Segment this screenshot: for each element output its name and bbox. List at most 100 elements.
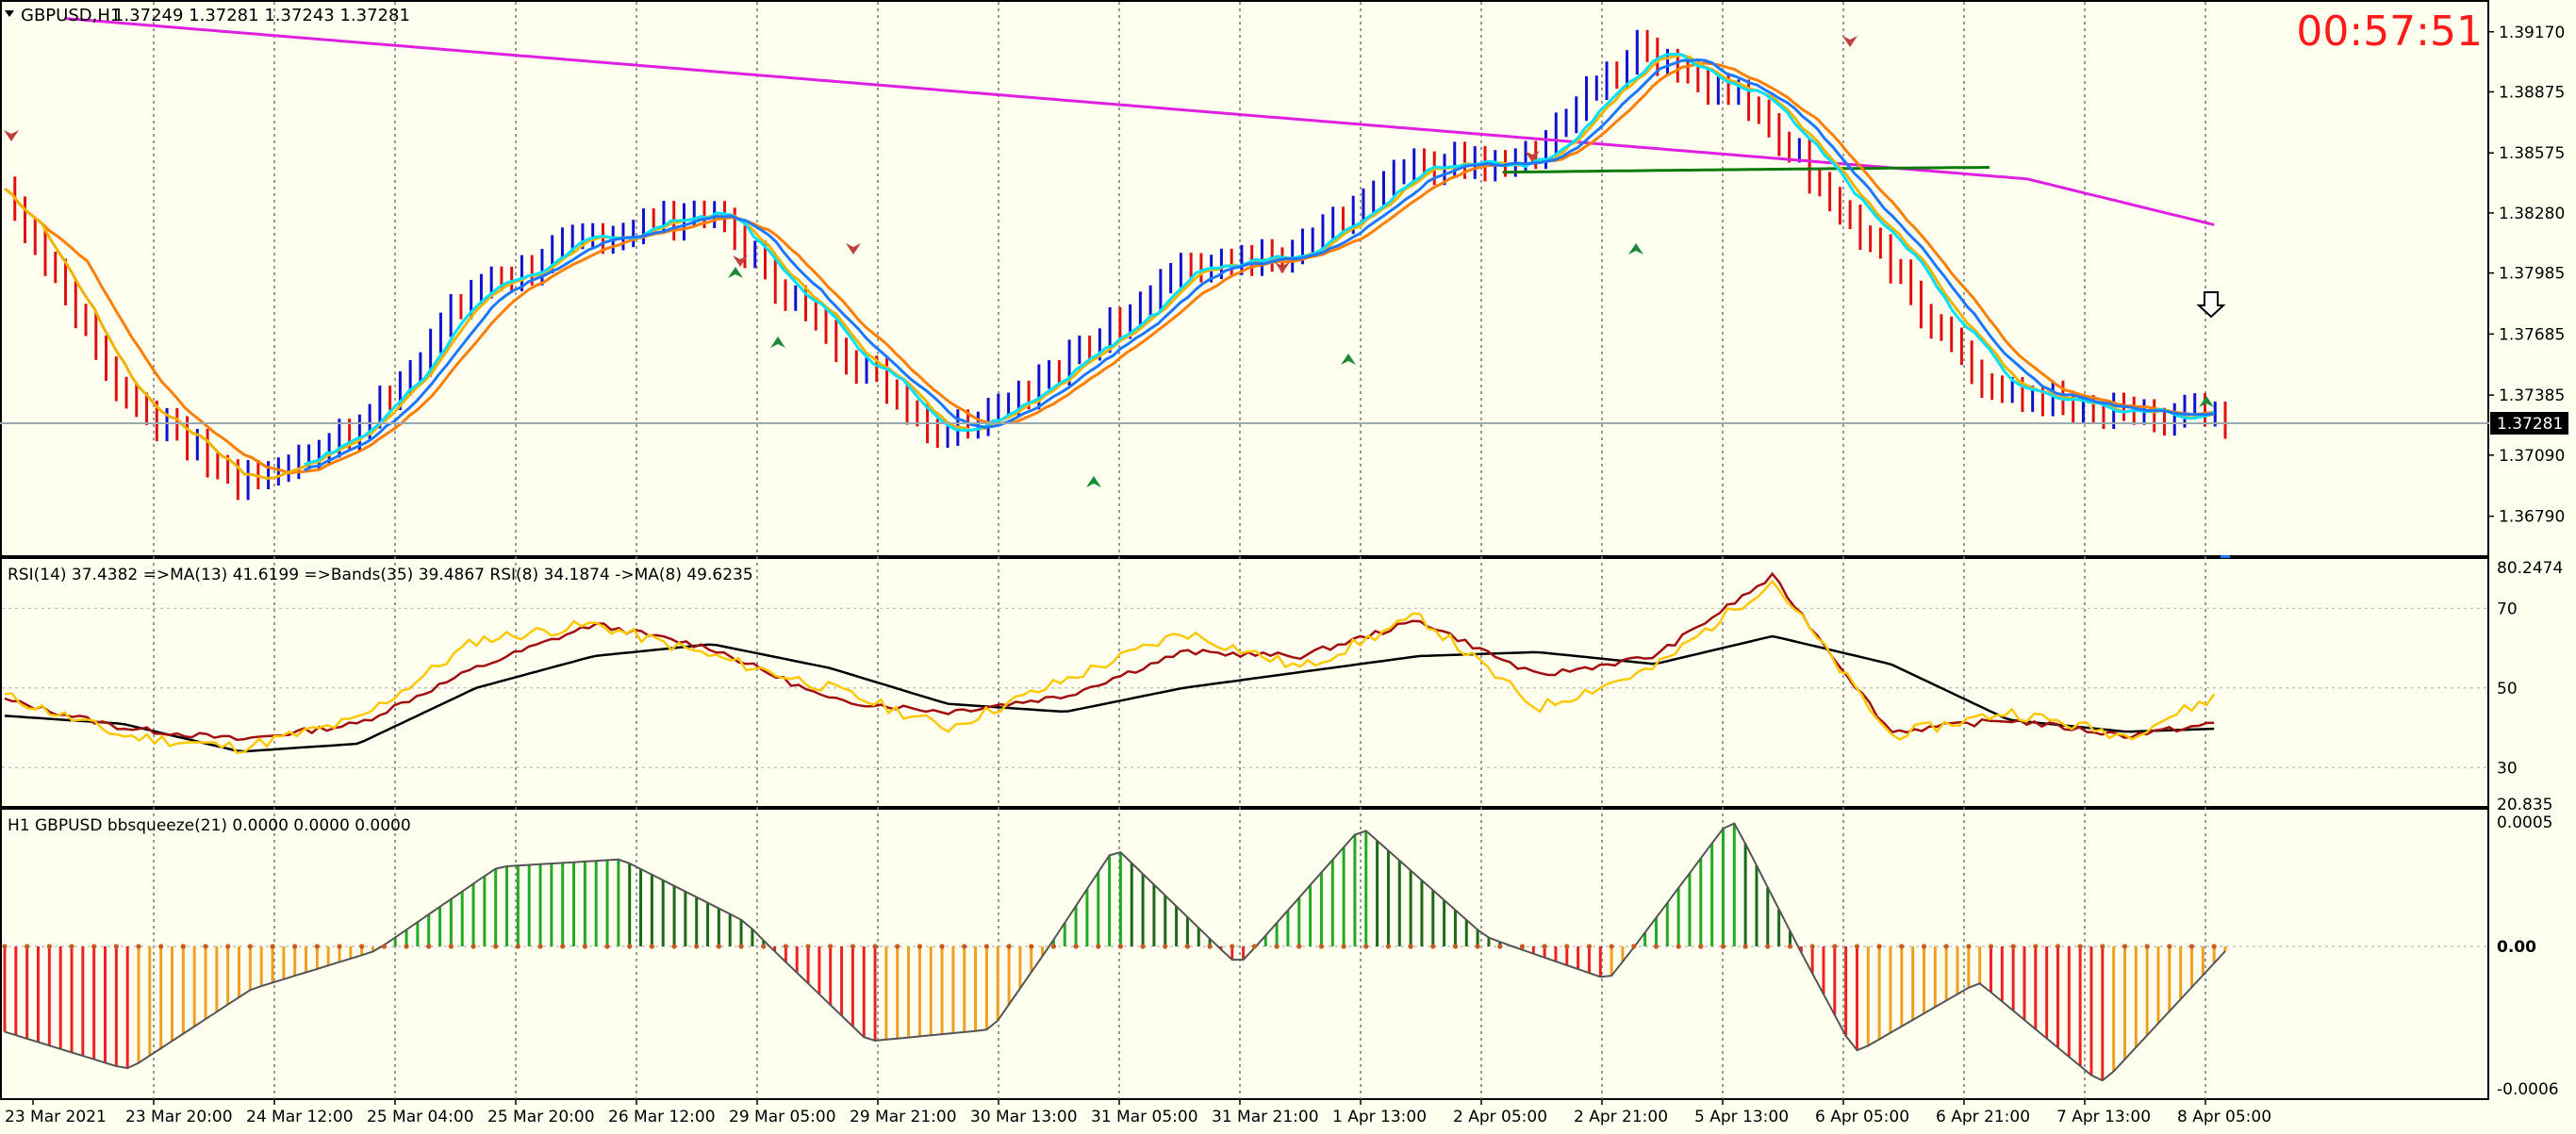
squeeze-dot [247, 944, 253, 949]
squeeze-dot [1720, 944, 1726, 949]
squeeze-dot [983, 944, 990, 949]
rsi-axis: 80.2474 70 50 30 20.835 [2497, 559, 2563, 814]
squeeze-dot [2010, 944, 2016, 949]
buy-arrow-icon [1341, 353, 1356, 365]
squeeze-dot [2122, 944, 2128, 949]
price-tick-label: 1.36790 [2499, 508, 2565, 527]
squeeze-dot [136, 944, 141, 949]
rsi-tick-label: 70 [2497, 600, 2518, 618]
time-tick-label: 23 Mar 20:00 [125, 1108, 233, 1126]
squeeze-dot [1653, 944, 1660, 949]
squeeze-dot [1787, 944, 1793, 949]
time-tick-label: 25 Mar 04:00 [367, 1108, 474, 1126]
time-tick-label: 7 Apr 13:00 [2056, 1108, 2151, 1126]
buy-arrow-icon [1628, 243, 1643, 255]
squeeze-dot [448, 944, 454, 949]
buy-arrow-icon [770, 337, 785, 348]
time-tick-label: 23 Mar 2021 [5, 1108, 107, 1126]
squeeze-dot [1966, 944, 1972, 949]
squeeze-dot [113, 944, 119, 949]
time-tick-label: 2 Apr 05:00 [1453, 1108, 1547, 1126]
time-tick-label: 8 Apr 05:00 [2177, 1108, 2271, 1126]
time-tick-label: 6 Apr 05:00 [1815, 1108, 1909, 1126]
candle-timer: 00:57:51 [2296, 8, 2483, 56]
squeeze-dot [1163, 944, 1168, 949]
squeeze-dot [158, 944, 164, 949]
rsi-tick-label: 50 [2497, 680, 2518, 698]
squeeze-dot [1117, 944, 1124, 949]
sell-arrow-icon [1525, 151, 1540, 162]
squeeze-dot [805, 944, 811, 949]
squeeze-dot [91, 944, 97, 949]
time-tick-label: 5 Apr 13:00 [1694, 1108, 1789, 1126]
sell-arrow-icon [1842, 36, 1858, 47]
signal-arrows [4, 36, 2214, 487]
squeeze-dot [962, 944, 967, 949]
squeeze-dot [69, 944, 74, 949]
ma-slow-line [64, 17, 2215, 226]
rsi-pane[interactable] [0, 557, 2489, 808]
squeeze-dot [1899, 944, 1905, 949]
current-price-label: 1.37281 [2497, 415, 2563, 434]
sell-arrow-icon [4, 130, 19, 141]
price-tick-label: 1.37385 [2499, 386, 2565, 405]
squeeze-dot [1251, 944, 1258, 949]
squeeze-dot [2188, 944, 2195, 949]
time-axis: 23 Mar 2021 23 Mar 20:00 24 Mar 12:00 25 Ma… [5, 1099, 2271, 1126]
squeeze-dot [716, 944, 721, 949]
squeeze-dot [2144, 944, 2150, 949]
price-tick-label: 1.38575 [2499, 144, 2565, 163]
squeeze-dot [2055, 944, 2061, 949]
squeeze-dot [738, 944, 744, 949]
squeeze-dot [761, 944, 767, 949]
squeeze-dot [1006, 944, 1012, 949]
squeeze-dot [1318, 944, 1325, 949]
squeeze-dot [1497, 944, 1503, 949]
rsi-ma-line [4, 571, 2215, 742]
squeeze-dot [1452, 944, 1459, 949]
squeeze-dot [2033, 944, 2039, 949]
squeeze-dot [649, 944, 654, 949]
squeeze-dot [1631, 944, 1637, 949]
buy-arrow-icon [2199, 396, 2214, 407]
squeeze-dot [1809, 944, 1815, 949]
squeeze-dot [1742, 944, 1748, 949]
squeeze-dot [225, 944, 231, 949]
squeeze-dot [1140, 944, 1146, 949]
ma-yellow-line [4, 54, 2215, 480]
squeeze-dot [2167, 944, 2172, 949]
dropdown-triangle-icon[interactable] [5, 10, 14, 17]
squeeze-dot [1029, 944, 1034, 949]
price-tick-label: 1.38280 [2499, 205, 2565, 223]
marker-icon [2221, 555, 2230, 558]
time-tick-label: 1 Apr 13:00 [1332, 1108, 1427, 1126]
squeeze-dot [828, 944, 834, 949]
price-tick-label: 1.37090 [2499, 447, 2565, 466]
squeeze-dot [694, 944, 700, 949]
squeeze-dot [1230, 944, 1235, 949]
squeeze-dot [493, 944, 499, 949]
squeeze-dot [2077, 944, 2083, 949]
rsi-tick-label: 30 [2497, 759, 2518, 778]
squeeze-dot [2211, 944, 2217, 949]
squeeze-dot [1921, 944, 1927, 949]
squeeze-dot [1988, 944, 1994, 949]
squeeze-tick-label: 0.0005 [2497, 814, 2552, 832]
squeeze-dot [1296, 944, 1302, 949]
squeeze-pane[interactable] [0, 808, 2489, 1100]
squeeze-dot [537, 944, 543, 949]
main-pane[interactable] [0, 0, 2489, 557]
current-price-box [2490, 412, 2568, 435]
squeeze-dot [1586, 944, 1593, 949]
squeeze-dot [292, 944, 298, 949]
rsi-fast-line [4, 579, 2216, 754]
squeeze-dot [1676, 944, 1681, 949]
ma-blue-line [304, 58, 2215, 472]
ma-200-line [1502, 166, 1990, 174]
squeeze-dot [1430, 944, 1436, 949]
price-tick-label: 1.37685 [2499, 325, 2565, 344]
squeeze-dot [1207, 944, 1213, 949]
squeeze-dot [1542, 944, 1547, 949]
squeeze-dot [426, 944, 432, 949]
